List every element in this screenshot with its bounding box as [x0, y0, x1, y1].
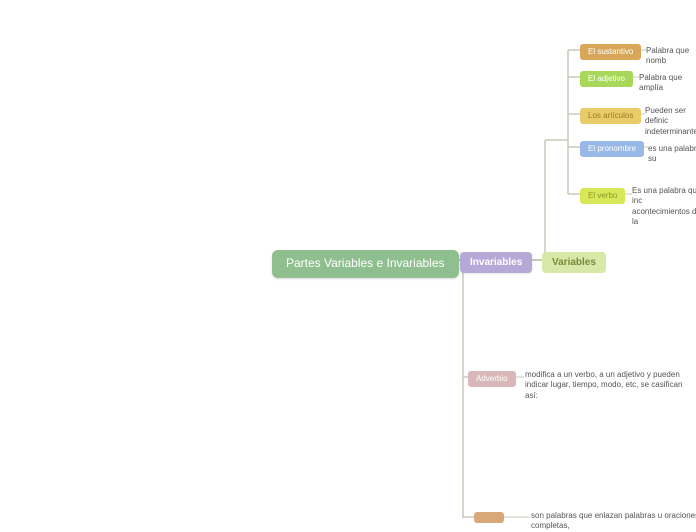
invariables-node[interactable]: Invariables: [460, 252, 532, 273]
sustantivo-node[interactable]: El sustantivo: [580, 44, 641, 60]
verbo-desc: Es una palabra que inc acontecimientos d…: [632, 186, 696, 228]
sustantivo-desc: Palabra que nomb: [646, 46, 696, 67]
pronombre-desc: es una palabra su: [648, 144, 696, 165]
verbo-node[interactable]: El verbo: [580, 188, 625, 204]
conjuncion-node[interactable]: [474, 512, 504, 523]
articulos-node[interactable]: Los artículos: [580, 108, 641, 124]
pronombre-node[interactable]: El pronombre: [580, 141, 644, 157]
root-node[interactable]: Partes Variables e Invariables: [272, 250, 459, 278]
adverbio-node[interactable]: Adverbio: [468, 371, 516, 387]
variables-node[interactable]: Variables: [542, 252, 606, 273]
adverbio-desc: modifica a un verbo, a un adjetivo y pue…: [525, 370, 695, 401]
adjetivo-desc: Palabra que amplía: [639, 73, 696, 94]
conjuncion-desc: son palabras que enlazan palabras u orac…: [531, 511, 696, 532]
adjetivo-node[interactable]: El adjetivo: [580, 71, 633, 87]
articulos-desc: Pueden ser definic indeterminantes.: [645, 106, 696, 137]
